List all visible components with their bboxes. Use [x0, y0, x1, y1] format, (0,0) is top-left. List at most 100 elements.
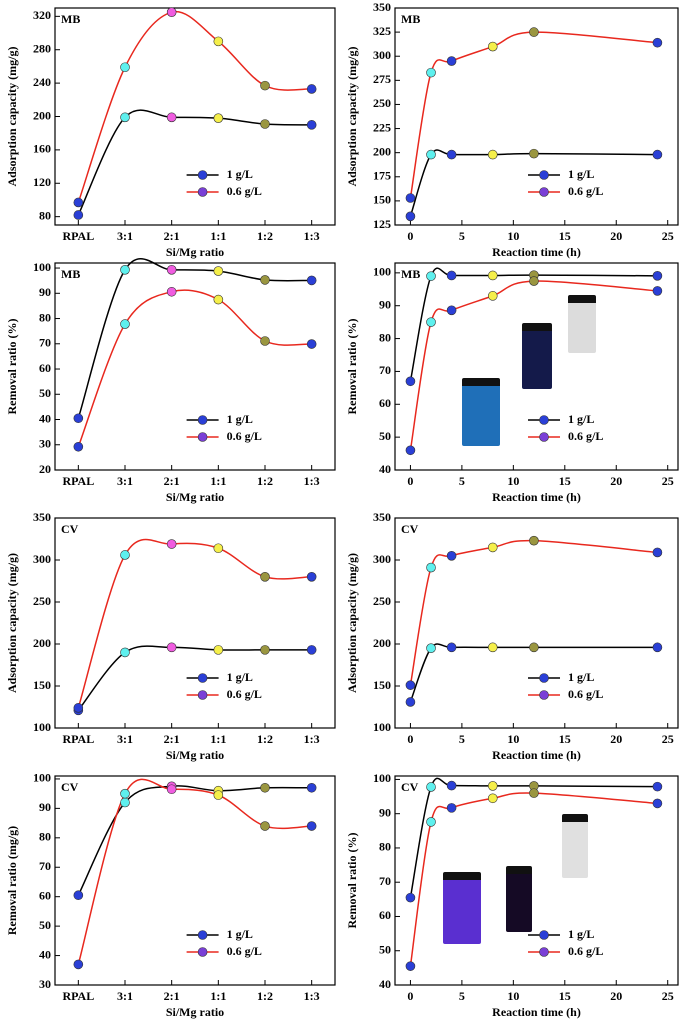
data-point [446, 803, 457, 813]
data-point [652, 149, 663, 160]
legend-marker [539, 415, 549, 425]
x-tick-label: 25 [662, 732, 674, 746]
series-line [77, 785, 312, 896]
data-point [487, 149, 498, 160]
data-point [73, 210, 84, 220]
x-tick-label: 2:1 [164, 989, 180, 1003]
data-point [73, 441, 84, 452]
data-point [73, 959, 84, 970]
x-tick-label: 1:1 [210, 229, 226, 243]
data-point [213, 266, 224, 276]
plot-frame [54, 262, 336, 471]
legend-label: 1 g/L [568, 167, 594, 181]
data-point [260, 336, 270, 346]
data-point [166, 286, 177, 297]
legend-label: 1 g/L [227, 167, 253, 181]
y-tick-label: 300 [373, 552, 391, 566]
x-tick-label: 1:1 [210, 732, 226, 746]
x-tick-label: 25 [662, 989, 674, 1003]
panel-title: MB [61, 267, 80, 281]
data-point [260, 119, 270, 129]
x-tick-label: 15 [559, 474, 571, 488]
x-axis-label: Si/Mg ratio [166, 245, 224, 259]
series-line [77, 289, 312, 448]
x-tick-label: 3:1 [117, 474, 133, 488]
y-tick-label: 60 [39, 888, 51, 902]
data-point [426, 643, 436, 654]
data-point [405, 697, 416, 707]
y-tick-label: 175 [373, 169, 391, 183]
y-tick-label: 50 [379, 942, 391, 956]
data-point [426, 271, 436, 281]
data-point [213, 294, 224, 305]
y-tick-label: 150 [33, 678, 51, 692]
legend-label: 0.6 g/L [227, 184, 262, 198]
x-tick-label: 3:1 [117, 229, 133, 243]
y-tick-label: 80 [39, 208, 51, 222]
legend-label: 0.6 g/L [568, 687, 603, 701]
y-tick-label: 50 [379, 429, 391, 443]
data-point [487, 542, 498, 553]
y-tick-label: 100 [33, 720, 51, 734]
data-point [166, 642, 177, 653]
panel-title: MB [401, 267, 420, 281]
y-tick-label: 120 [33, 175, 51, 189]
panel-title: MB [401, 12, 420, 26]
data-point [529, 788, 539, 798]
y-tick-label: 40 [39, 947, 51, 961]
data-point [120, 788, 130, 799]
legend-label: 0.6 g/L [227, 429, 262, 443]
data-point [120, 265, 130, 275]
y-axis-label: Removal ratio (mg/g) [5, 826, 19, 935]
legend-marker [539, 673, 549, 683]
y-tick-label: 60 [39, 361, 51, 375]
x-axis-label: Reaction time (h) [492, 1005, 581, 1019]
legend-marker [197, 432, 208, 442]
data-point [446, 780, 457, 791]
x-tick-label: 0 [407, 732, 413, 746]
legend-marker [539, 947, 549, 957]
y-tick-label: 100 [33, 260, 51, 274]
legend-marker [197, 690, 208, 700]
x-tick-label: 3:1 [117, 732, 133, 746]
legend-marker [197, 415, 208, 425]
data-point [260, 571, 270, 582]
plot-frame [394, 262, 679, 471]
series-line [409, 31, 658, 199]
data-point [529, 27, 539, 37]
y-tick-label: 280 [33, 41, 51, 55]
data-point [652, 547, 663, 558]
y-tick-label: 200 [33, 636, 51, 650]
data-point [260, 275, 270, 285]
y-tick-label: 50 [39, 918, 51, 932]
panel-title: MB [61, 12, 80, 26]
y-tick-label: 100 [373, 771, 391, 785]
data-point [166, 112, 177, 123]
y-tick-label: 350 [33, 510, 51, 524]
data-point [529, 276, 539, 286]
data-point [487, 41, 498, 52]
series-line [77, 538, 312, 709]
x-tick-label: 5 [459, 229, 465, 243]
legend-label: 1 g/L [227, 412, 253, 426]
data-point [306, 120, 317, 130]
legend-label: 1 g/L [568, 927, 594, 941]
y-tick-label: 30 [39, 437, 51, 451]
data-point [120, 62, 130, 73]
data-point [405, 193, 416, 203]
x-tick-label: RPAL [62, 732, 94, 746]
y-tick-label: 90 [39, 800, 51, 814]
x-tick-label: RPAL [62, 474, 94, 488]
x-tick-label: 1:2 [257, 474, 273, 488]
series-line [409, 149, 658, 217]
data-point [166, 7, 177, 17]
data-point [652, 798, 663, 809]
data-point [652, 286, 663, 296]
data-point [487, 270, 498, 281]
x-tick-label: 1:2 [257, 229, 273, 243]
data-point [306, 339, 317, 349]
series-line [77, 258, 312, 419]
y-tick-label: 160 [33, 142, 51, 156]
data-point [73, 703, 84, 713]
